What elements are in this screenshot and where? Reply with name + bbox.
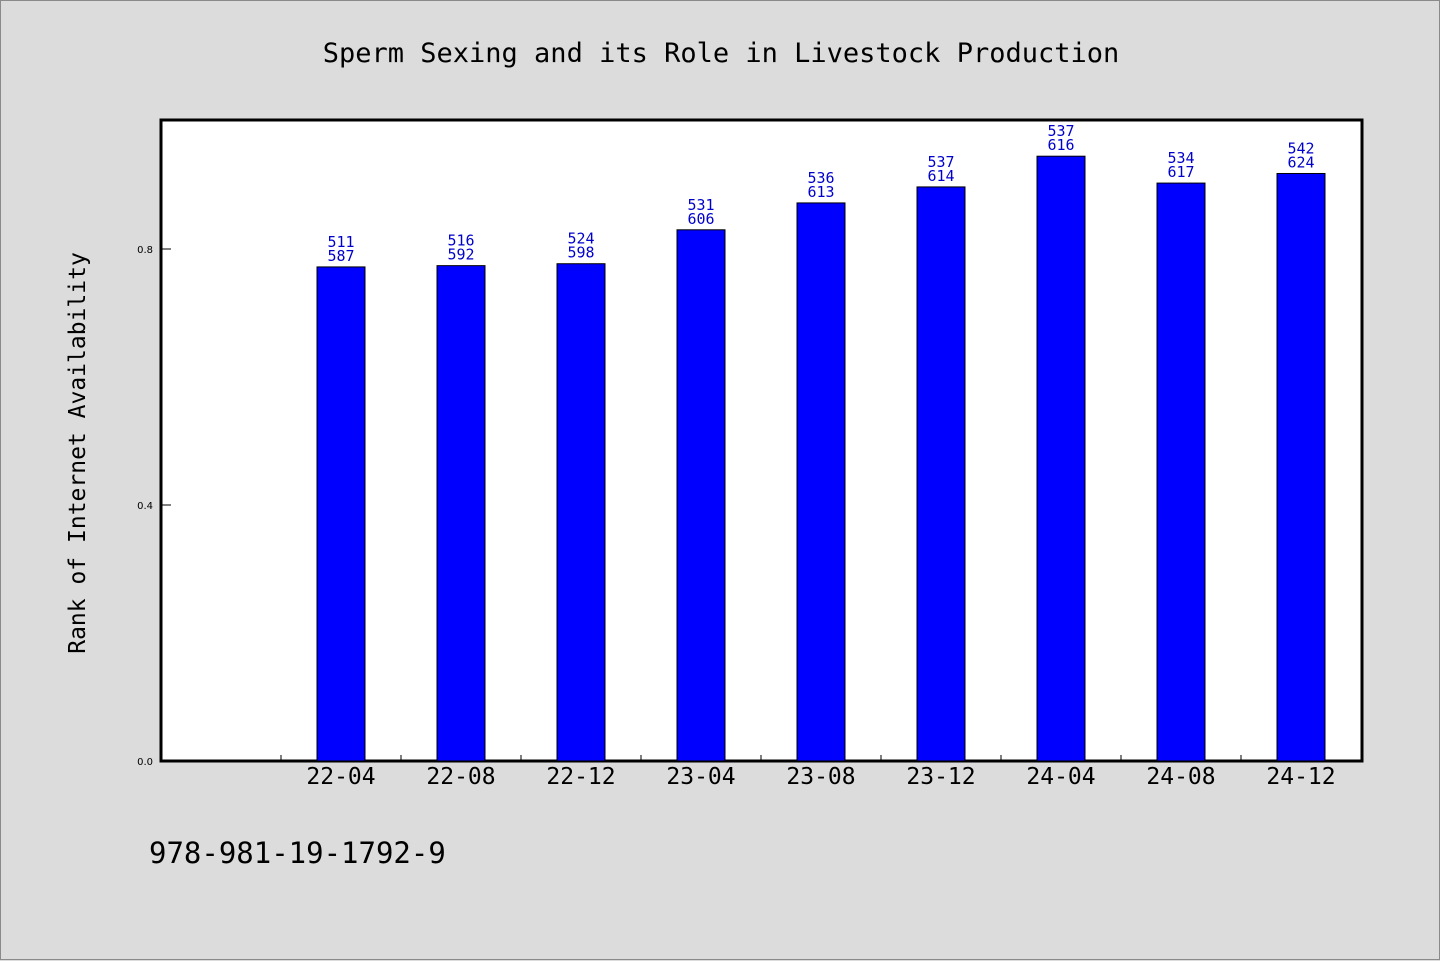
x-tick-label: 23-12 — [906, 764, 975, 790]
bar — [316, 266, 366, 762]
data-label-bottom: 606 — [687, 210, 714, 228]
x-tick-label: 22-04 — [306, 764, 375, 790]
y-tick-label: 0.8 — [137, 245, 153, 256]
y-axis: 0.0 0.4 0.8 — [137, 245, 171, 768]
data-label-bottom: 616 — [1047, 136, 1074, 154]
data-label-top: 537 — [1047, 122, 1074, 140]
data-label-top: 542 — [1287, 139, 1314, 157]
data-label-top: 536 — [807, 169, 834, 187]
data-labels: 5115875165925245985316065366135376145376… — [327, 122, 1314, 265]
data-label-bottom: 614 — [927, 167, 954, 185]
bar-series — [316, 155, 1326, 762]
data-label-top: 511 — [327, 233, 354, 251]
bar — [1156, 182, 1206, 762]
bar — [556, 263, 606, 762]
data-label-top: 516 — [447, 232, 474, 250]
x-axis: 22-04 22-08 22-12 23-04 23-08 23-12 24-04 24-08… — [280, 755, 1362, 790]
data-label-top: 531 — [687, 196, 714, 214]
bar — [916, 186, 966, 762]
x-tick-label: 24-08 — [1146, 764, 1215, 790]
x-tick-label: 23-08 — [786, 764, 855, 790]
x-tick-label: 23-04 — [666, 764, 735, 790]
x-tick-label: 22-08 — [426, 764, 495, 790]
y-tick-label: 0.0 — [137, 757, 153, 768]
data-label-top: 524 — [567, 230, 594, 248]
data-label-top: 534 — [1167, 149, 1194, 167]
footnote-isbn: 978-981-19-1792-9 — [149, 836, 446, 870]
x-tick-label: 24-12 — [1266, 764, 1335, 790]
bar — [796, 202, 846, 762]
data-label-bottom: 613 — [807, 183, 834, 201]
data-label-bottom: 587 — [327, 247, 354, 265]
bar — [1276, 172, 1326, 762]
data-label-bottom: 624 — [1287, 153, 1314, 171]
chart-title: Sperm Sexing and its Role in Livestock P… — [323, 38, 1120, 69]
data-label-bottom: 617 — [1167, 163, 1194, 181]
data-label-bottom: 592 — [447, 246, 474, 264]
x-tick-label: 24-04 — [1026, 764, 1095, 790]
data-label-top: 537 — [927, 153, 954, 171]
data-label-bottom: 598 — [567, 244, 594, 262]
y-tick-label: 0.4 — [137, 501, 153, 512]
y-axis-label: Rank of Internet Availability — [65, 252, 91, 654]
bar — [436, 265, 486, 762]
bar — [1036, 155, 1086, 762]
x-tick-label: 22-12 — [546, 764, 615, 790]
bar — [676, 229, 726, 762]
